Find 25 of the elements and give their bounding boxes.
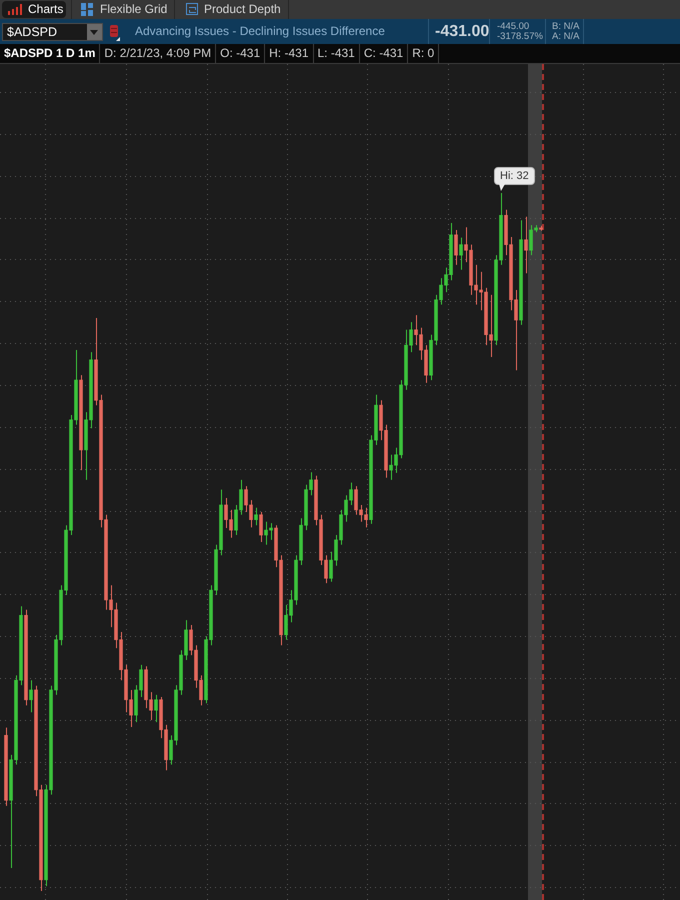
text: L: -431 xyxy=(318,45,355,62)
text: A: N/A xyxy=(552,31,580,42)
text: O: -431 xyxy=(220,45,260,62)
text: C: -431 xyxy=(364,45,404,62)
text: -445.00 xyxy=(497,21,530,32)
candlestick xyxy=(454,229,458,266)
candlestick xyxy=(459,237,463,270)
text: Charts xyxy=(28,2,64,17)
candlestick xyxy=(29,680,33,713)
chart-subtitle: $ADSPD 1 D 1m xyxy=(4,45,96,62)
symbol-field: $ADSPD xyxy=(2,23,103,41)
text: D: 2/21/23, 4:09 PM xyxy=(104,45,212,62)
text: Product Depth xyxy=(204,2,281,17)
candlestick xyxy=(259,511,263,542)
text: H: -431 xyxy=(269,45,308,62)
chart-title: Advancing Issues - Declining Issues Difference xyxy=(135,24,385,39)
text: R: 0 xyxy=(412,45,434,62)
candlestick xyxy=(154,694,158,723)
text: Hi: 32 xyxy=(494,167,535,185)
candlestick xyxy=(254,507,258,526)
text: B: N/A xyxy=(552,21,580,32)
candlestick xyxy=(524,216,528,274)
text: Flexible Grid xyxy=(100,2,168,17)
text: -431.00 xyxy=(435,23,490,41)
text: -3178.57% xyxy=(497,31,543,42)
